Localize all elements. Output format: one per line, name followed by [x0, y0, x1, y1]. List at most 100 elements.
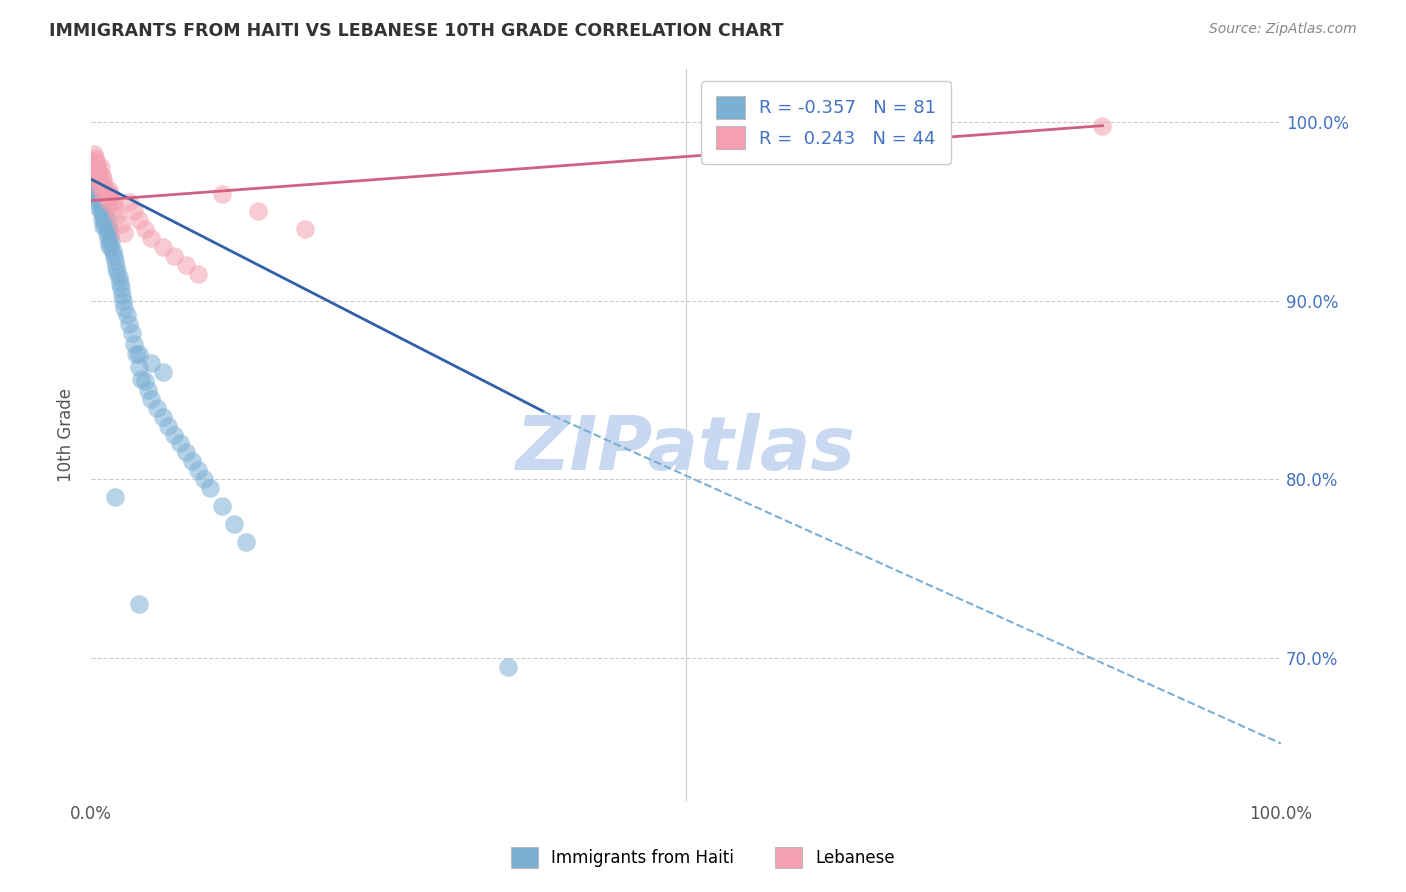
Point	[1091, 119, 1114, 133]
Point	[139, 231, 162, 245]
Point	[90, 160, 112, 174]
Point	[152, 409, 174, 424]
Point	[87, 178, 110, 192]
Y-axis label: 10th Grade: 10th Grade	[58, 387, 75, 482]
Point	[97, 190, 120, 204]
Point	[187, 267, 209, 281]
Point	[176, 445, 198, 459]
Point	[134, 222, 156, 236]
Point	[89, 176, 111, 190]
Point	[145, 401, 167, 415]
Text: Source: ZipAtlas.com: Source: ZipAtlas.com	[1209, 22, 1357, 37]
Point	[86, 186, 108, 201]
Point	[84, 181, 107, 195]
Point	[97, 231, 120, 245]
Point	[121, 326, 143, 340]
Legend: Immigrants from Haiti, Lebanese: Immigrants from Haiti, Lebanese	[505, 840, 901, 875]
Point	[90, 195, 112, 210]
Point	[139, 392, 162, 406]
Point	[118, 195, 141, 210]
Point	[107, 270, 129, 285]
Point	[91, 208, 114, 222]
Point	[90, 204, 112, 219]
Text: ZIPatlas: ZIPatlas	[516, 413, 856, 486]
Point	[86, 158, 108, 172]
Point	[104, 254, 127, 268]
Point	[89, 165, 111, 179]
Point	[125, 347, 148, 361]
Point	[496, 659, 519, 673]
Point	[90, 169, 112, 183]
Point	[82, 154, 104, 169]
Point	[83, 151, 105, 165]
Point	[96, 186, 118, 201]
Point	[103, 249, 125, 263]
Point	[122, 336, 145, 351]
Point	[139, 356, 162, 370]
Point	[152, 365, 174, 379]
Point	[112, 293, 135, 308]
Point	[235, 534, 257, 549]
Point	[87, 161, 110, 176]
Point	[90, 190, 112, 204]
Point	[101, 195, 124, 210]
Point	[90, 201, 112, 215]
Point	[100, 235, 122, 249]
Point	[211, 499, 233, 513]
Point	[163, 427, 186, 442]
Point	[83, 165, 105, 179]
Point	[91, 219, 114, 233]
Point	[104, 490, 127, 504]
Point	[100, 190, 122, 204]
Point	[98, 222, 121, 236]
Point	[110, 217, 132, 231]
Point	[94, 219, 117, 233]
Point	[83, 161, 105, 176]
Point	[98, 183, 121, 197]
Point	[93, 178, 115, 192]
Point	[89, 181, 111, 195]
Point	[128, 597, 150, 611]
Legend: R = -0.357   N = 81, R =  0.243   N = 44: R = -0.357 N = 81, R = 0.243 N = 44	[702, 81, 950, 164]
Point	[83, 172, 105, 186]
Point	[157, 418, 180, 433]
Point	[122, 204, 145, 219]
Point	[87, 186, 110, 201]
Point	[98, 236, 121, 251]
Point	[134, 374, 156, 388]
Point	[86, 176, 108, 190]
Point	[98, 240, 121, 254]
Point	[86, 169, 108, 183]
Point	[152, 240, 174, 254]
Point	[169, 436, 191, 450]
Point	[98, 195, 121, 210]
Point	[198, 481, 221, 495]
Point	[93, 201, 115, 215]
Point	[163, 249, 186, 263]
Point	[83, 160, 105, 174]
Point	[114, 301, 136, 315]
Point	[87, 195, 110, 210]
Point	[83, 178, 105, 192]
Point	[87, 172, 110, 186]
Point	[91, 195, 114, 210]
Point	[90, 211, 112, 226]
Point	[83, 147, 105, 161]
Point	[128, 213, 150, 227]
Point	[136, 383, 159, 397]
Point	[97, 219, 120, 233]
Point	[93, 213, 115, 227]
Point	[118, 317, 141, 331]
Point	[114, 226, 136, 240]
Point	[90, 186, 112, 201]
Point	[83, 169, 105, 183]
Point	[89, 190, 111, 204]
Point	[84, 165, 107, 179]
Point	[91, 172, 114, 186]
Point	[105, 265, 128, 279]
Point	[105, 260, 128, 274]
Point	[98, 227, 121, 242]
Point	[176, 258, 198, 272]
Point	[110, 281, 132, 295]
Point	[84, 190, 107, 204]
